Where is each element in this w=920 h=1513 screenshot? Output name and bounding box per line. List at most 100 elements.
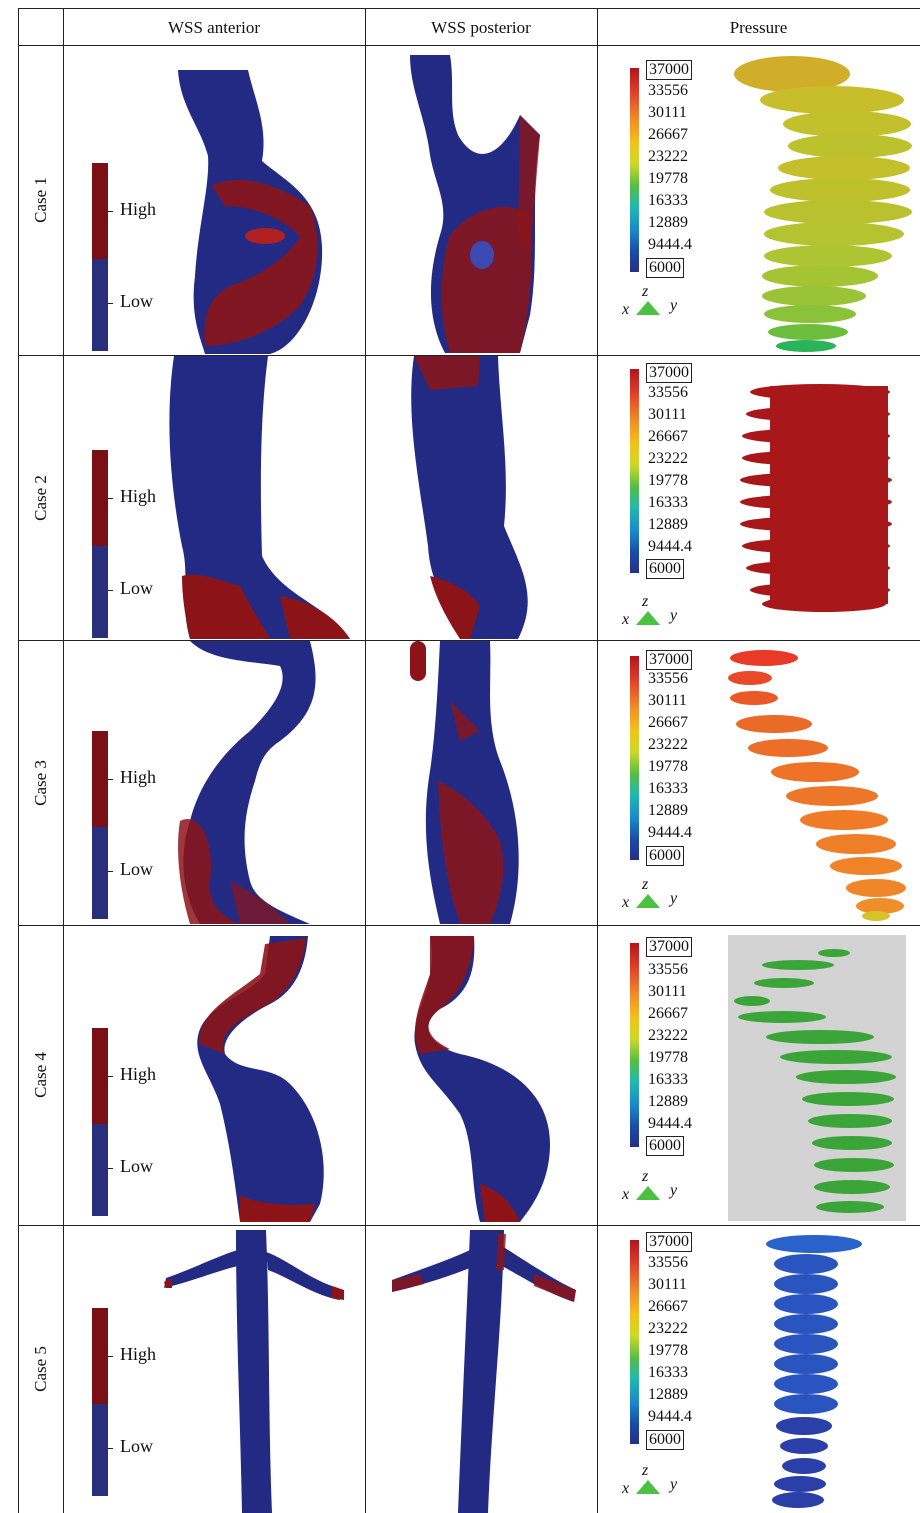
- pressure-max-value: 37000: [646, 363, 692, 383]
- pressure-scale-value: 26667: [648, 126, 688, 143]
- pressure-max-value: 37000: [646, 60, 692, 80]
- pressure-scale-value: 23222: [648, 736, 688, 753]
- pressure-scale-value: 30111: [648, 104, 687, 121]
- pressure-scale-value: 16333: [648, 1071, 688, 1088]
- wss-legend-high-label: High: [120, 1064, 156, 1084]
- row-label-case-4: Case 4: [30, 1052, 50, 1098]
- pressure-scale-value: 9444.4: [648, 236, 692, 253]
- pressure-scale-value: 19778: [648, 758, 688, 775]
- pressure-scale-value: 30111: [648, 983, 687, 1000]
- case-3-wss-anterior-image: [170, 641, 364, 924]
- pressure-scale-value: 12889: [648, 802, 688, 819]
- wss-legend-low-label: Low: [120, 1156, 153, 1176]
- header-wss-anterior: WSS anterior: [167, 18, 261, 37]
- pressure-scale-value: 9444.4: [648, 824, 692, 841]
- pressure-scale-value: 30111: [648, 1276, 687, 1293]
- table-divider: [18, 1225, 920, 1226]
- pressure-scale-value: 9444.4: [648, 1115, 692, 1132]
- pressure-scale-value: 33556: [648, 961, 688, 978]
- pressure-colorbar: [630, 656, 639, 860]
- table-border-top: [18, 8, 920, 9]
- case-4-wss-anterior-image: [180, 934, 364, 1222]
- table-divider: [18, 45, 920, 46]
- pressure-scale-value: 16333: [648, 494, 688, 511]
- pressure-min-value: 6000: [646, 559, 684, 579]
- pressure-scale-value: 23222: [648, 1027, 688, 1044]
- pressure-scale-value: 19778: [648, 170, 688, 187]
- pressure-scale-value: 19778: [648, 1342, 688, 1359]
- row-label-case-2: Case 2: [30, 474, 50, 521]
- pressure-scale-value: 9444.4: [648, 538, 692, 555]
- wss-legend-low-label: Low: [120, 859, 153, 879]
- pressure-scale-value: 26667: [648, 714, 688, 731]
- pressure-scale-value: 16333: [648, 1364, 688, 1381]
- table-divider: [63, 8, 64, 1513]
- pressure-scale-value: 23222: [648, 1320, 688, 1337]
- wss-legend-bar: [92, 1028, 108, 1216]
- row-label-case-3: Case 3: [30, 759, 50, 806]
- table-divider: [18, 925, 920, 926]
- header-wss-posterior: WSS posterior: [431, 18, 531, 37]
- pressure-scale-value: 19778: [648, 472, 688, 489]
- pressure-max-value: 37000: [646, 1232, 692, 1252]
- case-3-pressure-image: [720, 644, 918, 922]
- wss-legend-bar: [92, 163, 108, 351]
- pressure-scale-value: 19778: [648, 1049, 688, 1066]
- pressure-scale-value: 33556: [648, 670, 688, 687]
- wss-legend-low-label: Low: [120, 1436, 153, 1456]
- case-1-wss-posterior-image: [380, 55, 580, 353]
- row-label-case-1: Case 1: [30, 177, 50, 223]
- case-2-pressure-image: [740, 378, 900, 614]
- wss-legend-low-label: Low: [120, 578, 153, 598]
- wss-legend-high-label: High: [120, 767, 156, 787]
- pressure-scale-value: 23222: [648, 450, 688, 467]
- pressure-scale-value: 33556: [648, 1254, 688, 1271]
- pressure-colorbar: [630, 943, 639, 1147]
- case-4-pressure-image: [728, 935, 906, 1221]
- pressure-scale-value: 23222: [648, 148, 688, 165]
- pressure-min-value: 6000: [646, 846, 684, 866]
- pressure-scale-value: 26667: [648, 428, 688, 445]
- pressure-scale-value: 26667: [648, 1005, 688, 1022]
- pressure-colorbar: [630, 369, 639, 573]
- wss-legend-high-label: High: [120, 486, 156, 506]
- case-4-wss-posterior-image: [400, 934, 596, 1222]
- pressure-scale-value: 12889: [648, 214, 688, 231]
- pressure-min-value: 6000: [646, 1430, 684, 1450]
- wss-legend-bar: [92, 1308, 108, 1496]
- case-5-wss-anterior-image: [160, 1230, 364, 1513]
- pressure-max-value: 37000: [646, 937, 692, 957]
- pressure-scale-value: 33556: [648, 82, 688, 99]
- case-1-pressure-image: [722, 52, 918, 352]
- pressure-scale-value: 12889: [648, 1386, 688, 1403]
- pressure-scale-value: 9444.4: [648, 1408, 692, 1425]
- wss-legend-bar: [92, 450, 108, 638]
- wss-legend-bar: [92, 731, 108, 919]
- wss-legend-high-label: High: [120, 199, 156, 219]
- table-divider: [18, 640, 920, 641]
- pressure-colorbar: [630, 68, 639, 272]
- table-divider: [18, 355, 920, 356]
- wss-legend-low-label: Low: [120, 291, 153, 311]
- pressure-scale-value: 16333: [648, 780, 688, 797]
- header-pressure: Pressure: [729, 18, 788, 37]
- pressure-scale-value: 16333: [648, 192, 688, 209]
- pressure-scale-value: 26667: [648, 1298, 688, 1315]
- row-label-case-5: Case 5: [30, 1346, 50, 1392]
- pressure-scale-value: 30111: [648, 406, 687, 423]
- pressure-scale-value: 30111: [648, 692, 687, 709]
- case-3-wss-posterior-image: [400, 641, 596, 924]
- case-1-wss-anterior-image: [150, 46, 364, 354]
- pressure-min-value: 6000: [646, 258, 684, 278]
- table-border-left: [18, 8, 19, 1513]
- table-divider: [597, 8, 598, 1513]
- wss-legend-high-label: High: [120, 1344, 156, 1364]
- pressure-max-value: 37000: [646, 650, 692, 670]
- pressure-colorbar: [630, 1240, 639, 1444]
- table-divider: [365, 8, 366, 1513]
